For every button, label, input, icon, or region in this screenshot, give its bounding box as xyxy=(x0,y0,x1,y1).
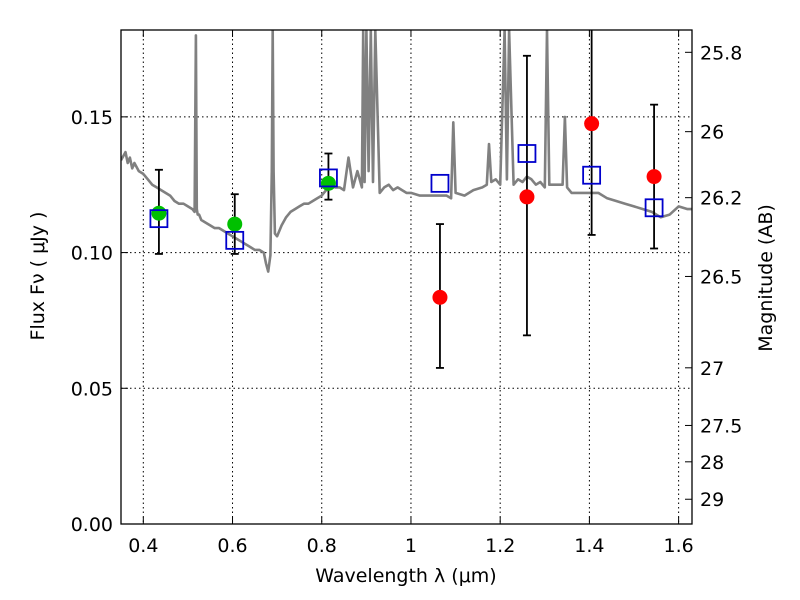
green-data-point xyxy=(151,205,167,221)
red-data-point xyxy=(646,169,662,185)
x-tick-label: 1.6 xyxy=(664,535,694,557)
x-axis-title: Wavelength λ (μm) xyxy=(315,565,496,587)
plot-area xyxy=(121,30,692,369)
y-tick-label: 0.10 xyxy=(71,243,113,265)
model-square-marker xyxy=(430,173,450,193)
y-tick-label: 0.15 xyxy=(71,107,113,129)
model-square-marker xyxy=(149,209,169,229)
right-tick-label: 26.2 xyxy=(700,188,742,210)
green-data-point xyxy=(227,216,243,232)
x-tick-label: 0.6 xyxy=(217,535,247,557)
red-data-point xyxy=(519,189,535,205)
model-square-marker xyxy=(582,165,602,185)
axis-ticks: 0.4 0.6 0.8 1 1.2 1.4 1.6 0.00 0.05 0.10 0.15 25.8 2… xyxy=(71,30,742,557)
plot-frame xyxy=(120,29,693,525)
y-axis-title-right: Magnitude (AB) xyxy=(755,204,777,352)
right-tick-label: 28 xyxy=(700,452,724,474)
model-square-marker xyxy=(644,198,664,218)
right-tick-label: 25.8 xyxy=(700,42,742,64)
model-square-marker xyxy=(225,230,245,250)
right-tick-label: 27 xyxy=(700,358,724,380)
model-spectrum-line xyxy=(121,30,692,273)
x-tick-label: 1.4 xyxy=(574,535,604,557)
y-axis-title-left: Flux Fν ( μJy ) xyxy=(27,212,49,341)
right-tick-label: 29 xyxy=(700,489,724,511)
x-tick-label: 1.2 xyxy=(485,535,515,557)
model-square-marker xyxy=(319,168,338,188)
right-tick-label: 26 xyxy=(700,122,724,144)
model-square-marker xyxy=(517,144,537,163)
grid-lines xyxy=(121,30,692,525)
red-data-point xyxy=(584,116,600,132)
y-tick-label: 0.05 xyxy=(71,378,113,400)
y-tick-label: 0.00 xyxy=(71,514,113,536)
x-tick-label: 1 xyxy=(405,535,417,557)
x-tick-label: 0.4 xyxy=(128,535,158,557)
red-data-point xyxy=(432,289,448,305)
right-tick-label: 26.5 xyxy=(700,266,742,288)
x-tick-label: 0.8 xyxy=(307,535,337,557)
right-tick-label: 27.5 xyxy=(700,415,742,437)
green-data-point xyxy=(320,175,336,191)
